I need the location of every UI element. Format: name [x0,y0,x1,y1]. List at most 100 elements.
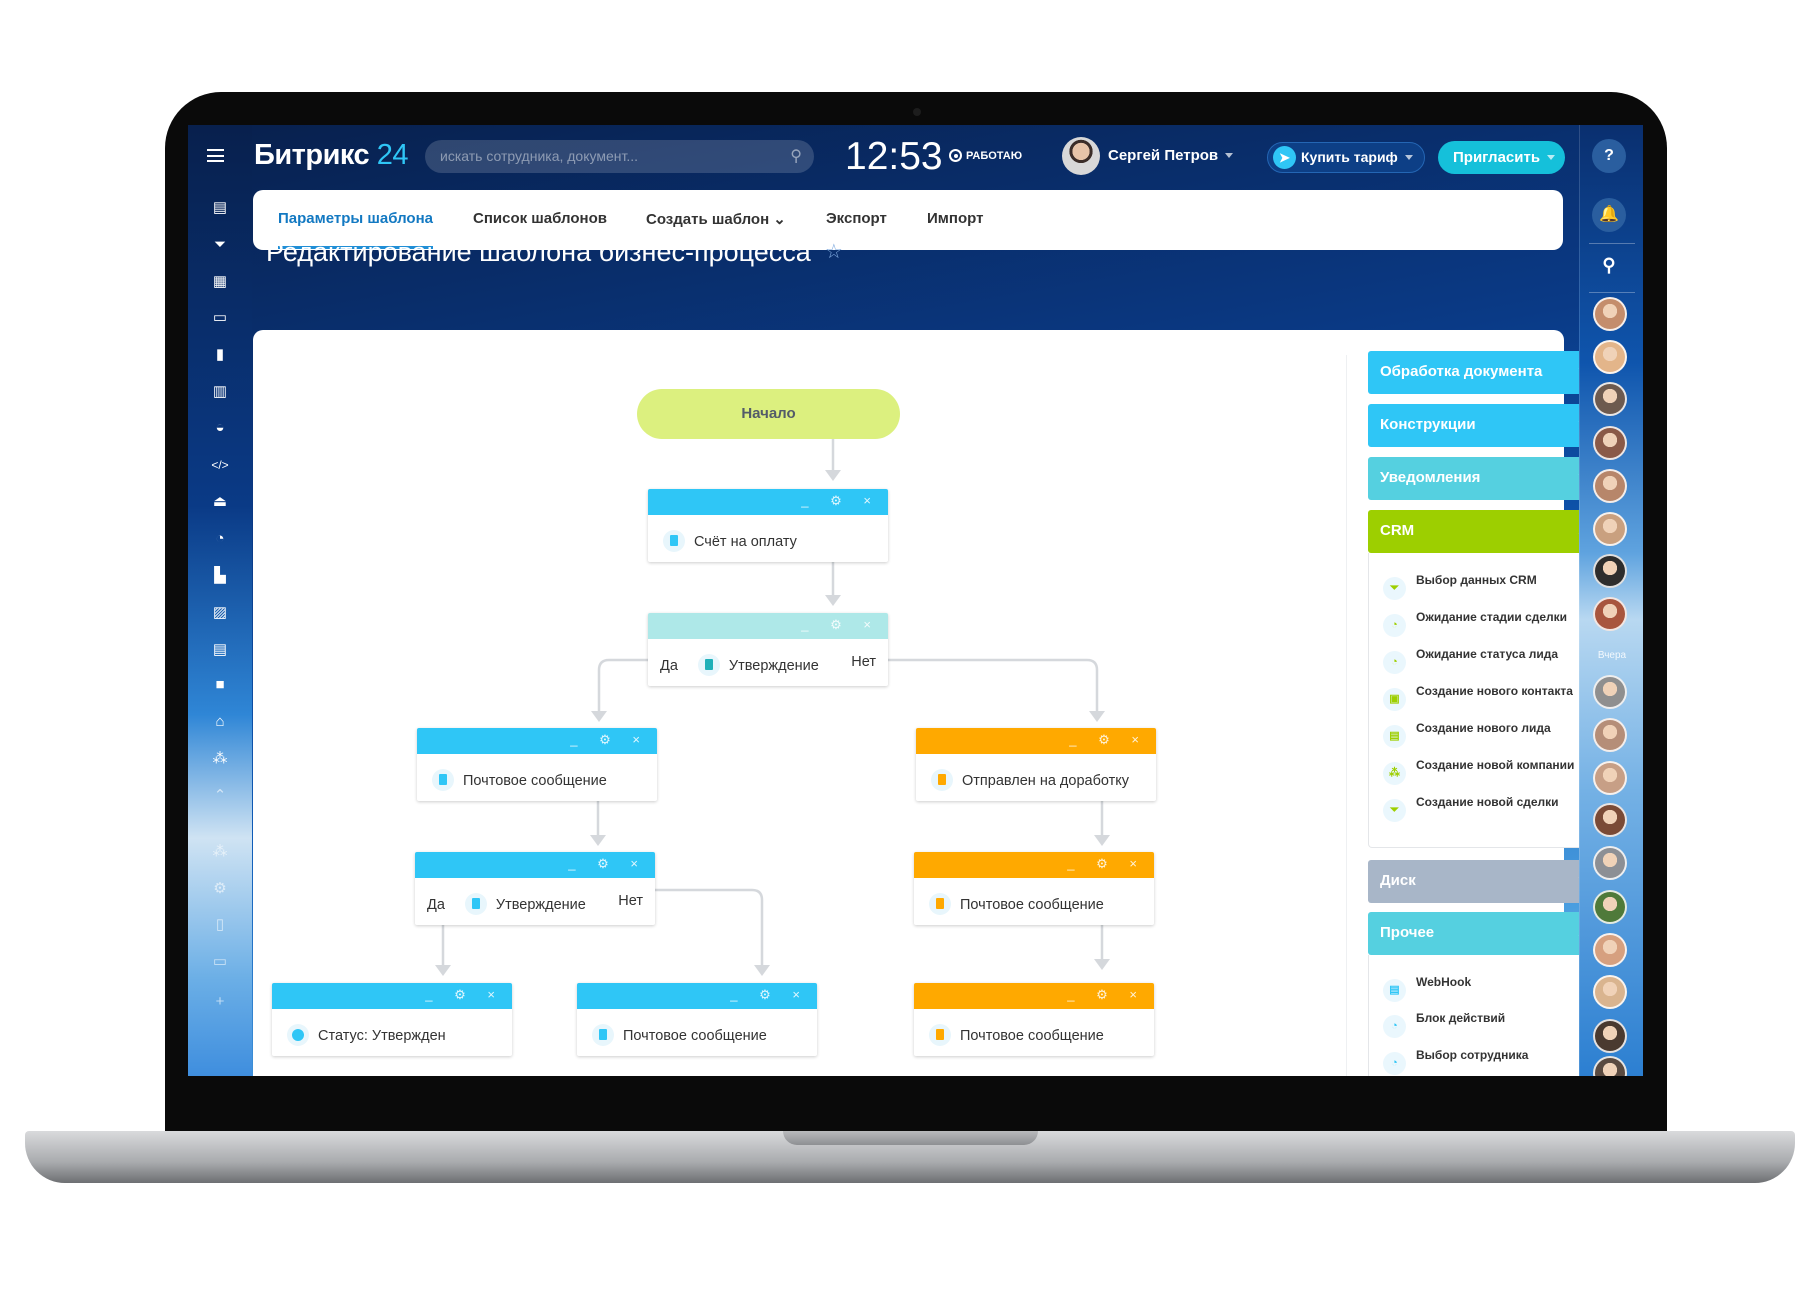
group-header-1[interactable]: Конструкции [1368,404,1610,447]
contact-avatar[interactable] [1593,933,1627,967]
contact-avatar[interactable] [1593,1056,1627,1076]
arrow-up-icon[interactable]: ⌃ [213,787,227,804]
tab-import[interactable]: Импорт [927,210,984,227]
arrow-head [754,965,770,976]
node-controls[interactable]: _ ⚙ × [568,856,647,871]
group-header-0[interactable]: Обработка документа [1368,351,1610,394]
tab-template-list[interactable]: Список шаблонов [473,210,607,227]
node-controls[interactable]: _ ⚙ × [1069,732,1148,747]
settings-icon[interactable]: ⚙ [213,880,227,897]
activity-item[interactable]: ▤Создание нового лида [1383,721,1551,748]
help-icon[interactable]: ? [1592,139,1626,173]
activity-item[interactable]: ▣Создание нового контакта [1383,684,1573,711]
activity-node-mail-right-3[interactable]: _ ⚙ × Почтовое сообщение [914,983,1154,1056]
activity-node-mail-mid[interactable]: _ ⚙ × Почтовое сообщение [577,983,817,1056]
contact-avatar[interactable] [1593,426,1627,460]
activity-item[interactable]: ⏷Выбор данных CRM [1383,573,1537,600]
structure-icon[interactable]: ⁂ [212,843,228,860]
buy-plan-button[interactable]: ➤ Купить тариф [1267,142,1425,173]
contact-avatar[interactable] [1593,469,1627,503]
user-menu[interactable]: Сергей Петров [1108,147,1234,164]
chart-icon[interactable]: ▮ [215,346,225,363]
robot-icon[interactable]: ◒ [215,419,225,436]
store-icon[interactable]: ⏏ [212,493,228,510]
contact-avatar[interactable] [1593,718,1627,752]
contact-icon: ▣ [1383,688,1406,711]
approval-node-2[interactable]: _ ⚙ × Да Утверждение Нет [415,852,655,925]
contact-avatar[interactable] [1593,890,1627,924]
contact-avatar[interactable] [1593,340,1627,374]
home-icon[interactable]: ⌂ [215,713,225,730]
activity-item[interactable]: ◔Ожидание статуса лида [1383,647,1558,674]
start-node[interactable]: Начало [637,389,900,439]
node-controls[interactable]: _ ⚙ × [1067,856,1146,871]
menu-icon[interactable] [207,149,224,162]
book-icon[interactable]: ▥ [212,383,228,400]
contact-avatar[interactable] [1593,554,1627,588]
user-avatar[interactable] [1062,137,1100,175]
company-icon[interactable]: ▙ [214,567,226,584]
plus-icon[interactable]: + [215,993,225,1010]
image-icon[interactable]: ▨ [212,604,228,621]
contact-avatar[interactable] [1593,675,1627,709]
search-icon[interactable]: ⚲ [1602,255,1616,275]
contact-avatar[interactable] [1593,803,1627,837]
contact-avatar[interactable] [1593,1019,1627,1053]
group-header-5[interactable]: Прочее [1368,912,1610,955]
connector [888,658,1099,714]
video-icon[interactable]: ■ [215,676,225,693]
code-icon[interactable]: </> [211,458,229,472]
contact-avatar[interactable] [1593,512,1627,546]
activity-node-mail-left[interactable]: _ ⚙ × Почтовое сообщение [417,728,657,801]
activity-item[interactable]: ◔Выбор сотрудника [1383,1048,1528,1075]
tab-template-params[interactable]: Параметры шаблона [278,210,433,249]
activity-node-invoice[interactable]: _ ⚙ × Счёт на оплату [648,489,888,562]
activity-item[interactable]: ⁂Создание новой компании [1383,758,1574,785]
node-controls[interactable]: _ ⚙ × [801,493,880,508]
activity-item[interactable]: ▤WebHook [1383,975,1471,1002]
activity-item[interactable]: ⏷Создание новой сделки [1383,795,1559,822]
activity-node-mail-right-2[interactable]: _ ⚙ × Почтовое сообщение [914,852,1154,925]
node-controls[interactable]: _ ⚙ × [730,987,809,1002]
node-controls[interactable]: _ ⚙ × [425,987,504,1002]
group-header-2[interactable]: Уведомления [1368,457,1610,500]
panel-divider [1346,355,1347,1076]
invite-button[interactable]: Пригласить [1438,141,1565,174]
node-controls[interactable]: _ ⚙ × [801,617,880,632]
bell-icon[interactable]: 🔔 [1592,198,1626,232]
star-icon[interactable]: ☆ [824,241,843,263]
activity-node-status[interactable]: _ ⚙ × Статус: Утвержден [272,983,512,1056]
activity-item[interactable]: ◔Блок действий [1383,1011,1505,1038]
filter-icon[interactable]: ⏷ [213,236,226,253]
document-icon [663,530,685,552]
tasks-icon[interactable]: ▤ [212,199,228,216]
node-controls[interactable]: _ ⚙ × [570,732,649,747]
laptop-icon[interactable]: ▭ [212,953,228,970]
tab-create-template[interactable]: Создать шаблон ⌄ [646,211,786,228]
document-icon [931,769,953,791]
group-header-4[interactable]: Диск [1368,860,1610,903]
grid-icon[interactable]: ▦ [212,273,228,290]
tab-export[interactable]: Экспорт [826,210,887,227]
calendar-icon[interactable]: ▭ [212,309,228,326]
search-input[interactable]: искать сотрудника, документ... ⚲ [425,140,814,173]
document-icon[interactable]: ▤ [212,641,228,658]
contact-avatar[interactable] [1593,761,1627,795]
node-controls[interactable]: _ ⚙ × [1067,987,1146,1002]
contact-avatar[interactable] [1593,382,1627,416]
work-status-button[interactable]: РАБОТАЮ [949,149,1022,162]
logo[interactable]: Битрикс 24 [254,139,409,171]
activity-item[interactable]: ◔Ожидание стадии сделки [1383,610,1567,637]
contact-avatar[interactable] [1593,597,1627,631]
approval-node-1[interactable]: _ ⚙ × Да Утверждение Нет [648,613,888,686]
tablet-icon[interactable]: ▯ [215,916,225,933]
divider [1589,243,1635,244]
activity-node-rework[interactable]: _ ⚙ × Отправлен на доработку [916,728,1156,801]
document-icon [592,1024,614,1046]
contact-avatar[interactable] [1593,846,1627,880]
contact-avatar[interactable] [1593,975,1627,1009]
contact-avatar[interactable] [1593,297,1627,331]
sites-icon[interactable]: ⁂ [212,750,228,767]
group-header-3[interactable]: CRM [1368,510,1610,553]
clock-icon[interactable]: ◔ [215,530,225,547]
